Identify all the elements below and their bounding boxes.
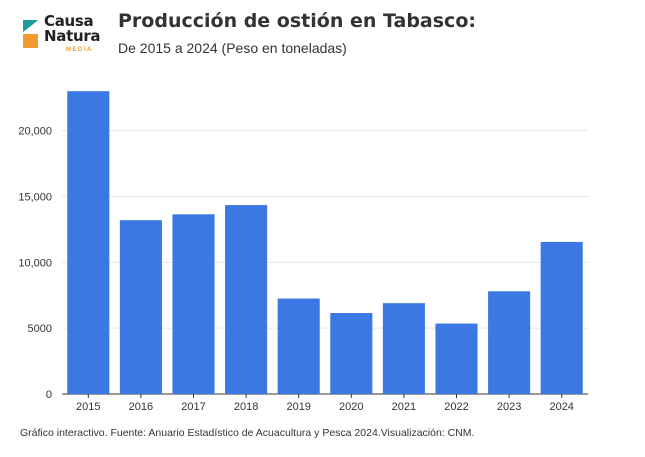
x-tick-label: 2022 [444, 401, 468, 413]
bar-2015[interactable] [67, 91, 110, 395]
source-note: Gráfico interactivo. Fuente: Anuario Est… [20, 427, 475, 439]
bar-2018[interactable] [225, 205, 268, 394]
chart-title: Producción de ostión en Tabasco: [118, 10, 476, 32]
logo-line-1: Causa [44, 12, 94, 30]
bar-2023[interactable] [488, 291, 531, 394]
chart-subtitle: De 2015 a 2024 (Peso en toneladas) [118, 40, 347, 56]
logo-line-2: Natura [44, 27, 101, 45]
y-tick-label: 0 [46, 389, 52, 401]
x-axis-ticks: 2015 2016 2017 2018 2019 2020 2021 2022 2023 2024 [76, 394, 574, 413]
bar-2022[interactable] [435, 323, 478, 394]
logo-mark-icon [23, 20, 38, 48]
x-tick-label: 2018 [234, 401, 258, 413]
y-tick-label: 20,000 [18, 126, 52, 138]
x-tick-label: 2024 [549, 401, 573, 413]
x-tick-label: 2017 [181, 401, 205, 413]
y-tick-label: 10,000 [18, 257, 52, 269]
bar-2020[interactable] [330, 313, 373, 394]
bar-2021[interactable] [382, 303, 425, 394]
logo-subtitle: MEDIA [66, 47, 93, 53]
x-tick-label: 2015 [76, 401, 100, 413]
y-tick-label: 15,000 [18, 192, 52, 204]
y-tick-label: 5000 [28, 323, 52, 335]
x-tick-label: 2023 [497, 401, 521, 413]
bar-2024[interactable] [540, 241, 583, 394]
bars [67, 91, 583, 395]
x-tick-label: 2016 [129, 401, 153, 413]
bar-2017[interactable] [172, 214, 215, 394]
causa-natura-logo: Causa Natura MEDIA [18, 14, 108, 58]
bar-2019[interactable] [277, 298, 320, 394]
logo-wordmark: Causa Natura [44, 12, 101, 45]
x-tick-label: 2019 [286, 401, 310, 413]
y-axis-ticks: 0 5000 10,000 15,000 20,000 [18, 126, 52, 401]
bar-2016[interactable] [119, 220, 162, 394]
x-tick-label: 2020 [339, 401, 363, 413]
x-tick-label: 2021 [392, 401, 416, 413]
